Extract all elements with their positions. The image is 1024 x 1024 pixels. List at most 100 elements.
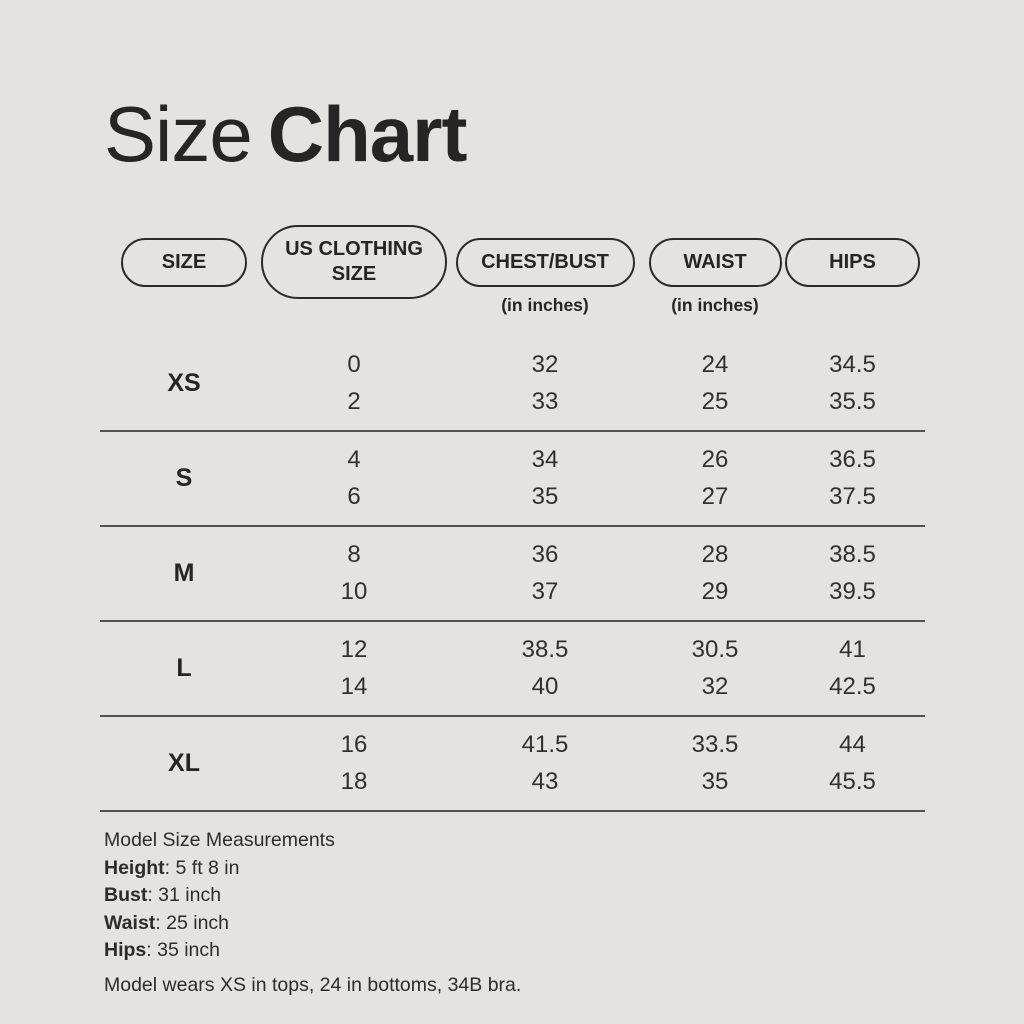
cell-value: 36.5 bbox=[829, 446, 876, 473]
hips-values: 44 45.5 bbox=[780, 733, 925, 794]
cell-value: 38.5 bbox=[521, 636, 569, 663]
chest-bust-header-label: CHEST/BUST bbox=[481, 250, 609, 273]
cell-value: 39.5 bbox=[829, 578, 876, 605]
chest-bust-values: 41.5 43 bbox=[440, 733, 650, 794]
size-label: S bbox=[175, 464, 193, 492]
table-row-m: M 8 10 36 37 28 29 38.5 39.5 bbox=[100, 527, 925, 622]
model-waist-line: Waist: 25 inch bbox=[104, 910, 924, 938]
hips-values: 34.5 35.5 bbox=[780, 353, 925, 414]
hips-values: 38.5 39.5 bbox=[780, 543, 925, 604]
us-size-values: 8 10 bbox=[268, 543, 440, 604]
cell-value: 14 bbox=[340, 673, 368, 700]
hips-header-label: HIPS bbox=[829, 250, 876, 273]
cell-value: 18 bbox=[340, 768, 368, 795]
cell-value: 32 bbox=[531, 351, 559, 378]
model-bust-line: Bust: 31 inch bbox=[104, 882, 924, 910]
waist-values: 24 25 bbox=[650, 353, 780, 414]
model-wears-note: Model wears XS in tops, 24 in bottoms, 3… bbox=[104, 973, 522, 996]
cell-value: 37 bbox=[531, 578, 559, 605]
us-clothing-size-header-pill: US CLOTHING SIZE bbox=[261, 225, 447, 299]
column-header-hips: HIPS bbox=[780, 237, 925, 317]
cell-value: 35 bbox=[531, 483, 559, 510]
size-header-pill: SIZE bbox=[121, 237, 247, 287]
size-label: XS bbox=[167, 369, 201, 397]
waist-values: 28 29 bbox=[650, 543, 780, 604]
table-row-xl: XL 16 18 41.5 43 33.5 35 44 45.5 bbox=[100, 717, 925, 812]
hips-values: 36.5 37.5 bbox=[780, 448, 925, 509]
model-height-line: Height: 5 ft 8 in bbox=[104, 855, 924, 883]
model-waist-value: : 25 inch bbox=[155, 911, 230, 934]
cell-value: 0 bbox=[347, 351, 361, 378]
model-height-label: Height bbox=[104, 856, 165, 879]
chest-bust-values: 32 33 bbox=[440, 353, 650, 414]
hips-values: 41 42.5 bbox=[780, 638, 925, 699]
cell-value: 32 bbox=[701, 673, 729, 700]
waist-units-label: (in inches) bbox=[671, 294, 759, 315]
table-header-row: SIZE US CLOTHING SIZE CHEST/BUST (in inc… bbox=[100, 225, 925, 329]
table-row-l: L 12 14 38.5 40 30.5 32 41 42.5 bbox=[100, 622, 925, 717]
model-bust-value: : 31 inch bbox=[147, 884, 222, 906]
cell-value: 29 bbox=[701, 578, 729, 605]
waist-values: 33.5 35 bbox=[650, 733, 780, 794]
cell-value: 16 bbox=[340, 731, 368, 758]
size-header-label: SIZE bbox=[161, 250, 207, 273]
model-hips-value: : 35 inch bbox=[146, 939, 220, 961]
table-row-xs: XS 0 2 32 33 24 25 34.5 35.5 bbox=[100, 337, 925, 432]
chest-bust-units-label: (in inches) bbox=[501, 294, 589, 315]
us-size-values: 0 2 bbox=[268, 353, 440, 414]
cell-value: 12 bbox=[340, 636, 368, 663]
cell-value: 26 bbox=[701, 446, 729, 473]
model-height-value: : 5 ft 8 in bbox=[164, 856, 240, 879]
cell-value: 10 bbox=[340, 578, 368, 605]
model-waist-label: Waist bbox=[104, 911, 156, 934]
cell-value: 40 bbox=[531, 673, 559, 700]
chest-bust-values: 34 35 bbox=[440, 448, 650, 509]
cell-value: 34.5 bbox=[829, 351, 876, 378]
model-hips-label: Hips bbox=[104, 939, 147, 961]
cell-value: 42.5 bbox=[829, 673, 876, 700]
model-bust-label: Bust bbox=[104, 884, 148, 906]
cell-value: 35 bbox=[701, 768, 729, 795]
page-title-regular: Size bbox=[104, 90, 253, 178]
cell-value: 28 bbox=[701, 541, 729, 568]
cell-value: 4 bbox=[347, 446, 361, 473]
cell-value: 24 bbox=[701, 351, 729, 378]
cell-value: 41.5 bbox=[521, 731, 569, 758]
hips-header-pill: HIPS bbox=[785, 237, 920, 287]
size-label: L bbox=[176, 654, 192, 682]
cell-value: 37.5 bbox=[829, 483, 876, 510]
column-header-waist: WAIST (in inches) bbox=[648, 237, 782, 317]
us-clothing-size-header-label: US CLOTHING SIZE bbox=[285, 238, 423, 285]
column-header-size: SIZE bbox=[100, 237, 268, 317]
waist-values: 30.5 32 bbox=[650, 638, 780, 699]
cell-value: 38.5 bbox=[829, 541, 876, 568]
column-header-chest-bust: CHEST/BUST (in inches) bbox=[440, 237, 650, 317]
cell-value: 8 bbox=[347, 541, 361, 568]
model-measurements-section: Model Size Measurements Height: 5 ft 8 i… bbox=[104, 827, 924, 999]
chest-bust-header-pill: CHEST/BUST bbox=[455, 237, 635, 287]
waist-header-label: WAIST bbox=[683, 250, 747, 273]
waist-values: 26 27 bbox=[650, 448, 780, 509]
cell-value: 30.5 bbox=[691, 636, 739, 663]
chest-bust-values: 36 37 bbox=[440, 543, 650, 604]
cell-value: 34 bbox=[531, 446, 559, 473]
model-hips-line: Hips: 35 inch bbox=[104, 937, 924, 965]
cell-value: 43 bbox=[531, 768, 559, 795]
size-label: XL bbox=[168, 749, 200, 777]
column-header-us-clothing-size: US CLOTHING SIZE bbox=[261, 225, 447, 329]
cell-value: 25 bbox=[701, 388, 729, 415]
size-label: M bbox=[173, 559, 195, 587]
cell-value: 27 bbox=[701, 483, 729, 510]
us-size-values: 16 18 bbox=[268, 733, 440, 794]
cell-value: 33.5 bbox=[691, 731, 739, 758]
page-title-bold: Chart bbox=[267, 90, 468, 178]
cell-value: 41 bbox=[839, 636, 866, 663]
cell-value: 45.5 bbox=[829, 768, 876, 795]
cell-value: 33 bbox=[531, 388, 559, 415]
waist-header-pill: WAIST bbox=[648, 237, 782, 287]
table-row-s: S 4 6 34 35 26 27 36.5 37.5 bbox=[100, 432, 925, 527]
chest-bust-values: 38.5 40 bbox=[440, 638, 650, 699]
cell-value: 35.5 bbox=[829, 388, 876, 415]
cell-value: 36 bbox=[531, 541, 559, 568]
